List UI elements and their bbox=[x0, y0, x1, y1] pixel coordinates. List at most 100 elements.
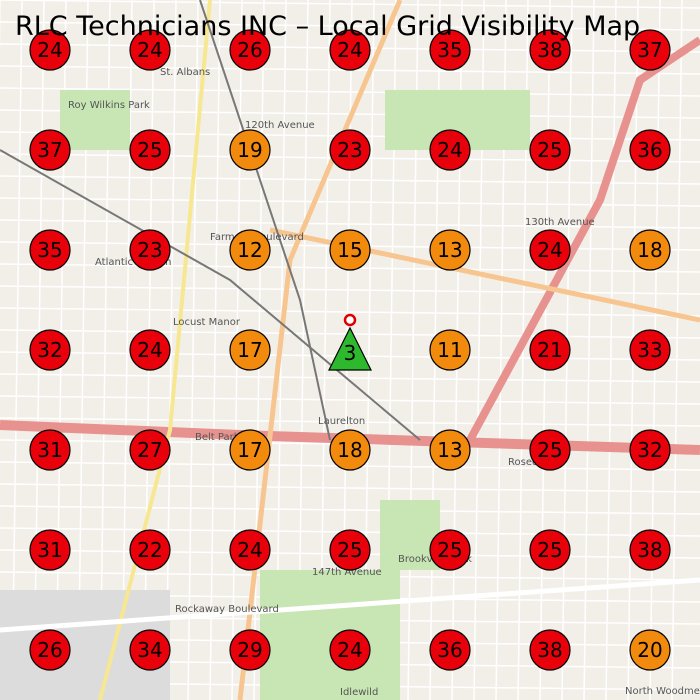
grid-cell bbox=[129, 629, 171, 671]
cell-value: 25 bbox=[537, 438, 562, 462]
cell-value: 12 bbox=[237, 238, 262, 262]
grid-cell bbox=[29, 29, 71, 71]
cell-value: 23 bbox=[337, 138, 362, 162]
cell-value: 19 bbox=[237, 138, 262, 162]
cell-value: 35 bbox=[37, 238, 62, 262]
street bbox=[0, 505, 700, 515]
cell-value: 27 bbox=[137, 438, 162, 462]
cell-value: 38 bbox=[537, 38, 562, 62]
street bbox=[0, 307, 700, 317]
grid-cells: 24 24 26 24 35 38 37 37 25 19 23 24 25 36 35 23 12 15 13 24… bbox=[29, 29, 671, 671]
map-label: Locust Manor bbox=[173, 317, 241, 328]
cell-value: 31 bbox=[37, 438, 62, 462]
map-label: North Woodmere bbox=[625, 686, 700, 697]
cell-value: 36 bbox=[437, 638, 462, 662]
station-ring bbox=[343, 313, 357, 327]
cell-value: 35 bbox=[437, 38, 462, 62]
street bbox=[121, 0, 133, 700]
grid-cell bbox=[229, 29, 271, 71]
cell-value: 38 bbox=[637, 538, 662, 562]
grid-cell bbox=[429, 429, 471, 471]
street bbox=[605, 0, 617, 700]
grid-cell bbox=[529, 629, 571, 671]
cell-value: 24 bbox=[437, 138, 462, 162]
cell-value: 24 bbox=[537, 238, 562, 262]
grid-cell bbox=[129, 129, 171, 171]
cell-value: 32 bbox=[37, 338, 62, 362]
grid-cell bbox=[329, 529, 371, 571]
cell-value: 17 bbox=[237, 438, 262, 462]
grid-cell bbox=[529, 429, 571, 471]
cell-value: 13 bbox=[437, 438, 462, 462]
map-label: Idlewild bbox=[340, 687, 378, 698]
grid-cell bbox=[629, 629, 671, 671]
grid-cell bbox=[29, 229, 71, 271]
grid-cell bbox=[529, 129, 571, 171]
cell-value: 13 bbox=[437, 238, 462, 262]
grid-cell bbox=[229, 229, 271, 271]
street bbox=[0, 373, 700, 383]
grid-cell bbox=[329, 129, 371, 171]
grid-cell bbox=[629, 229, 671, 271]
grid-cell bbox=[629, 29, 671, 71]
grid-cell bbox=[29, 129, 71, 171]
grid-cell bbox=[129, 429, 171, 471]
cell-value: 20 bbox=[637, 638, 662, 662]
cell-value: 23 bbox=[137, 238, 162, 262]
street bbox=[0, 417, 700, 427]
cell-value: 26 bbox=[37, 638, 62, 662]
grid-cell bbox=[129, 229, 171, 271]
grid-cell bbox=[529, 29, 571, 71]
cell-value: 26 bbox=[237, 38, 262, 62]
grid-cell bbox=[29, 429, 71, 471]
cell-value: 25 bbox=[537, 538, 562, 562]
cell-value: 29 bbox=[237, 638, 262, 662]
grid-cell bbox=[29, 329, 71, 371]
grid-cell bbox=[429, 529, 471, 571]
grid-cell bbox=[129, 29, 171, 71]
cell-value: 37 bbox=[37, 138, 62, 162]
cell-value: 17 bbox=[237, 338, 262, 362]
grid-cell bbox=[629, 129, 671, 171]
street bbox=[0, 197, 700, 207]
grid-cell bbox=[329, 429, 371, 471]
map-label: Atlantic Branch bbox=[95, 257, 171, 268]
map-label: 147th Avenue bbox=[312, 567, 382, 578]
parks bbox=[0, 90, 530, 700]
grid-cell bbox=[429, 29, 471, 71]
map-label: St. Albans bbox=[160, 67, 210, 78]
cell-value: 24 bbox=[337, 638, 362, 662]
map-label: Rosedale bbox=[508, 457, 553, 468]
grid-cell bbox=[229, 429, 271, 471]
street bbox=[0, 0, 700, 9]
street bbox=[187, 0, 199, 700]
map-label: Roy Wilkins Park bbox=[68, 100, 150, 111]
cell-value: 25 bbox=[137, 138, 162, 162]
cell-value: 24 bbox=[137, 38, 162, 62]
grid-cell bbox=[229, 329, 271, 371]
grid-cell bbox=[229, 129, 271, 171]
cell-value: 24 bbox=[337, 38, 362, 62]
map-title: RLC Technicians INC – Local Grid Visibil… bbox=[15, 11, 640, 42]
cell-value: 18 bbox=[637, 238, 662, 262]
map-label: Laurelton bbox=[318, 416, 365, 427]
street bbox=[0, 395, 700, 405]
map-label: Rockaway Boulevard bbox=[175, 604, 279, 615]
cell-value: 25 bbox=[337, 538, 362, 562]
cell-value: 15 bbox=[337, 238, 362, 262]
cell-value: 24 bbox=[37, 38, 62, 62]
cell-value: 21 bbox=[537, 338, 562, 362]
cell-value: 32 bbox=[637, 438, 662, 462]
street bbox=[165, 0, 177, 700]
cell-value: 24 bbox=[237, 538, 262, 562]
street bbox=[583, 0, 595, 700]
cell-value: 34 bbox=[137, 638, 162, 662]
grid-cell bbox=[629, 429, 671, 471]
station-marker bbox=[328, 326, 372, 371]
cell-value: 24 bbox=[137, 338, 162, 362]
grid-cell bbox=[629, 529, 671, 571]
grid-cell bbox=[529, 529, 571, 571]
map-label: 130th Avenue bbox=[525, 217, 595, 228]
street bbox=[11, 0, 23, 700]
